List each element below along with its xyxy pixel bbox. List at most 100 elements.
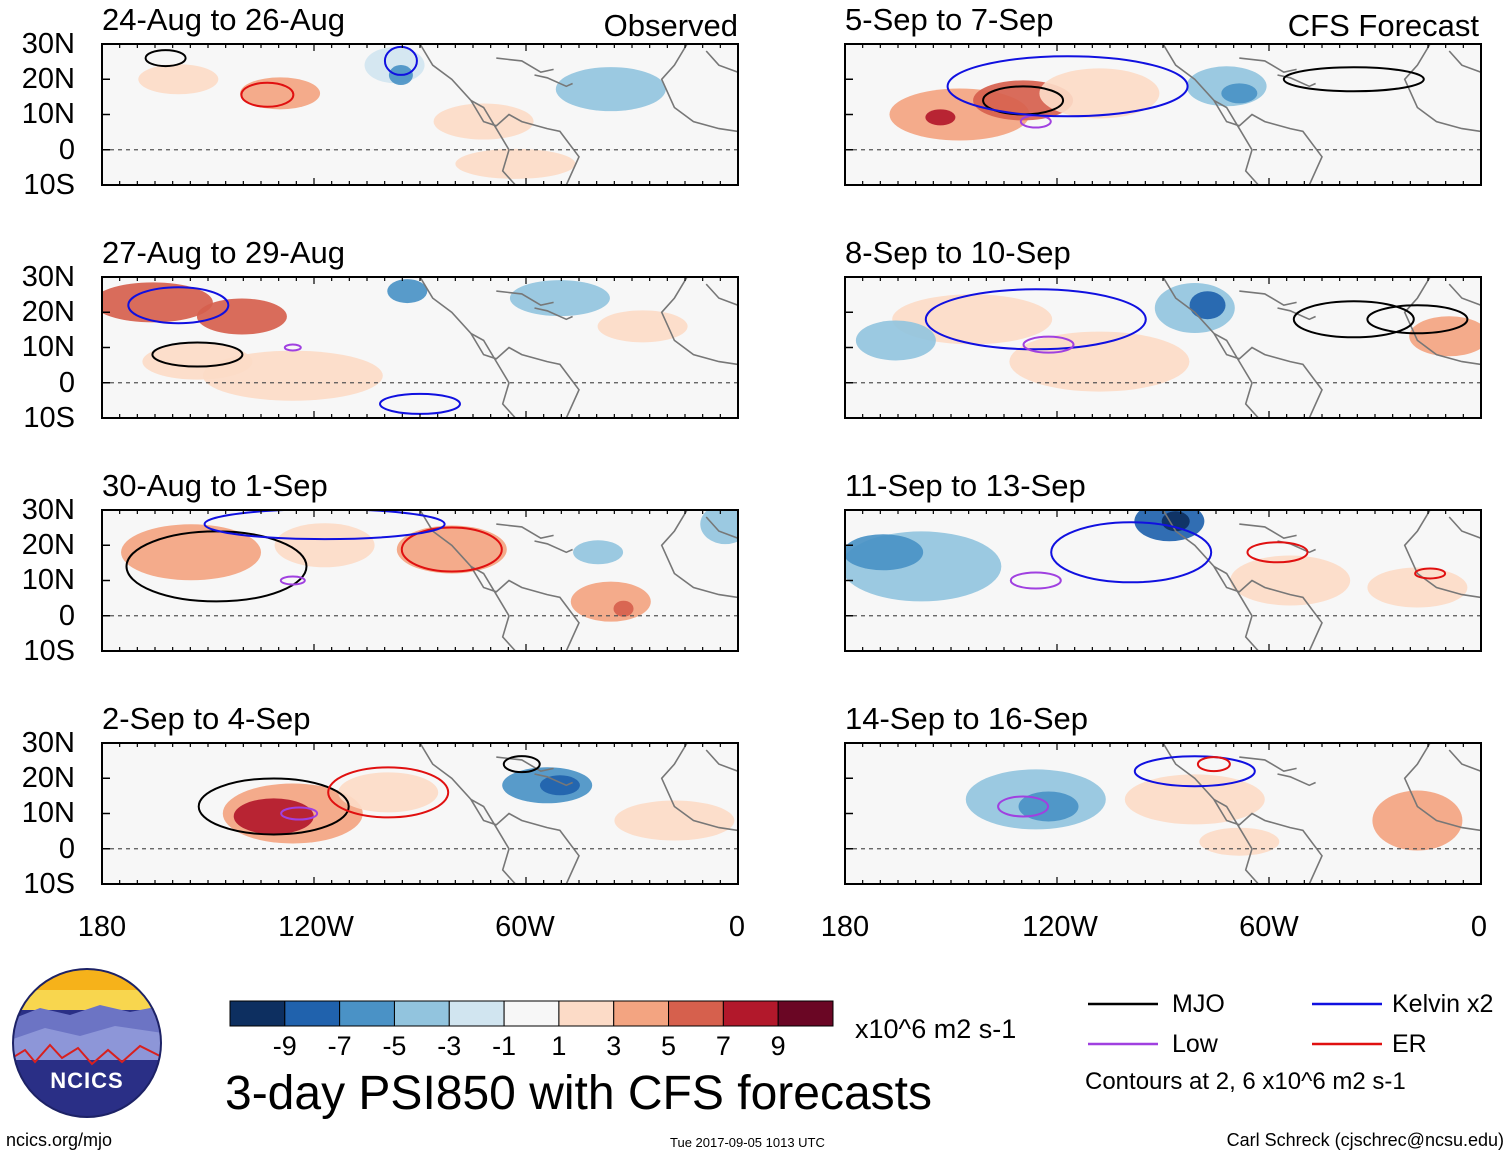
contour-mjo [197, 777, 350, 836]
lat-label: 10S [23, 867, 75, 900]
lon-label-180-left: 180 [77, 911, 127, 943]
coastline [1277, 773, 1316, 787]
legend-label-low: Low [1172, 1030, 1218, 1058]
lat-label: 30N [21, 261, 75, 293]
colorbar-tick-label: -1 [492, 1031, 517, 1061]
lat-label: 30N [21, 494, 75, 526]
coastline [1213, 332, 1259, 418]
map-panel-1 [101, 43, 739, 186]
footer-website[interactable]: ncics.org/mjo [6, 1130, 113, 1150]
panel-title-7: 11-Sep to 13-Sep [845, 468, 1086, 503]
panel-title-5: 5-Sep to 7-Sep [845, 2, 1054, 37]
lat-label: 20N [21, 762, 75, 795]
contour-mjo [151, 341, 244, 368]
psi850-anomaly-shading [925, 109, 956, 126]
coastline [496, 290, 554, 307]
coastline [1213, 565, 1259, 651]
coastline [534, 540, 573, 554]
contour-low [1022, 335, 1075, 354]
psi850-anomaly-shading [274, 523, 375, 568]
colorbar-swatch [229, 1000, 286, 1027]
coastline [419, 510, 580, 651]
contour-low [279, 575, 306, 586]
lat-label: 10S [23, 401, 75, 434]
psi850-anomaly-shading [233, 798, 314, 835]
colorbar-tick-label: -5 [382, 1031, 407, 1061]
lat-label: 0 [58, 832, 75, 865]
coastline [705, 283, 738, 306]
forecast-label: CFS Forecast [1287, 8, 1479, 43]
colorbar-tick-label: -3 [437, 1031, 462, 1061]
contour-er [1246, 541, 1309, 564]
coastline [1448, 749, 1481, 772]
psi850-anomaly-shading [387, 279, 428, 304]
coastline [1239, 523, 1297, 540]
psi850-anomaly-shading [539, 775, 580, 796]
psi850-anomaly-shading [1409, 316, 1481, 357]
footer-timestamp: Tue 2017-09-05 1013 UTC [670, 1135, 825, 1150]
contour-mjo [502, 755, 541, 774]
legend-label-kelvin: Kelvin x2 [1392, 990, 1494, 1018]
observed-label: Observed [603, 8, 738, 43]
coastline [1448, 516, 1481, 539]
contour-er [327, 766, 450, 819]
psi850-anomaly-shading [845, 534, 924, 571]
panel-title-4: 2-Sep to 4-Sep [102, 701, 311, 736]
contour-er [400, 526, 503, 573]
psi850-anomaly-shading [1189, 291, 1226, 320]
coastline [660, 277, 738, 366]
psi850-anomaly-shading [1199, 827, 1280, 856]
psi850-anomaly-shading [121, 524, 262, 581]
contour-low [1009, 571, 1062, 590]
panel-title-2: 27-Aug to 29-Aug [102, 235, 346, 270]
coastline [419, 44, 580, 185]
contour-low [283, 343, 302, 352]
coastline [534, 74, 573, 88]
coastline [1162, 44, 1323, 185]
colorbar-tick-label: -9 [272, 1031, 297, 1061]
contour-kelvin-x2 [924, 288, 1147, 351]
colorbar-swatch [777, 1000, 834, 1027]
panel-title-1: 24-Aug to 26-Aug [102, 2, 346, 37]
panel-title-6: 8-Sep to 10-Sep [845, 235, 1071, 270]
contour-kelvin-x2 [383, 45, 418, 76]
colorbar-tick-label: 9 [770, 1031, 786, 1061]
psi850-anomaly-shading [700, 510, 738, 545]
psi850-anomaly-shading [573, 540, 624, 565]
colorbar-swatch [448, 1000, 505, 1027]
colorbar-swatch [339, 1000, 395, 1027]
colorbar-tick-label: 5 [661, 1031, 677, 1061]
coastline [1448, 283, 1481, 306]
coastline [1277, 74, 1316, 88]
psi850-anomaly-shading [892, 294, 1053, 345]
lat-label: 0 [58, 366, 75, 399]
psi850-anomaly-shading [138, 64, 219, 95]
colorbar-swatch [393, 1000, 450, 1027]
coastline [705, 516, 738, 539]
psi850-anomaly-shading [396, 525, 507, 574]
map-panel-7 [844, 509, 1482, 652]
colorbar-swatch [613, 1000, 670, 1027]
map-panel-5 [844, 43, 1482, 186]
legend-contour-note: Contours at 2, 6 x10^6 m2 s-1 [1085, 1068, 1406, 1095]
coastline [705, 749, 738, 772]
colorbar-swatch [722, 1000, 779, 1027]
contour-er [240, 81, 295, 108]
coastline [534, 307, 573, 321]
coastline [1403, 277, 1481, 366]
legend-label-mjo: MJO [1172, 990, 1225, 1018]
figure-title: 3-day PSI850 with CFS forecasts [225, 1067, 932, 1120]
lat-label: 20N [21, 296, 75, 329]
psi850-anomaly-shading [555, 67, 666, 112]
coastline [470, 798, 516, 884]
psi850-anomaly-shading [597, 310, 688, 343]
coastline [1239, 57, 1297, 74]
coastline [1403, 510, 1481, 599]
coastline [534, 773, 573, 787]
coastline [1239, 290, 1297, 307]
coastline [660, 510, 738, 599]
map-panel-8 [844, 742, 1482, 885]
lon-label-120w-left: 120W [278, 911, 354, 943]
psi850-anomaly-shading [1039, 68, 1160, 119]
ncics-logo [12, 968, 162, 1118]
